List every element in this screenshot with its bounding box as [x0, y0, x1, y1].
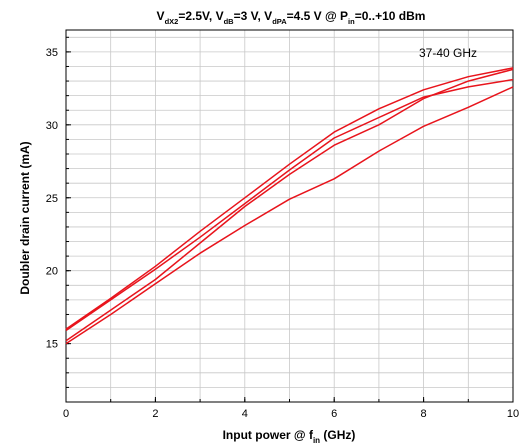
subscript-text: dPA [272, 17, 287, 26]
subscript-text: dX2 [165, 17, 179, 26]
label-text: =4.5 V @ P [287, 9, 348, 23]
label-text: V [157, 9, 165, 23]
chart-title: VdX2=2.5V, VdB=3 V, VdPA=4.5 V @ Pin=0..… [157, 9, 426, 26]
x-tick-label: 4 [242, 408, 248, 420]
x-tick-label: 2 [152, 408, 158, 420]
y-axis-label: Doubler drain current (mA) [18, 141, 32, 294]
tick-layer: 0 2 4 6 8 10 15 20 25 30 35 [46, 36, 519, 420]
x-tick-label: 6 [331, 408, 337, 420]
subscript-text: in [348, 17, 355, 26]
label-text: (GHz) [320, 428, 355, 442]
series-line-1 [65, 67, 514, 330]
subscript-text: dB [224, 17, 235, 26]
y-tick-label: 20 [46, 266, 58, 278]
y-tick-label: 25 [46, 193, 58, 205]
series-line-3 [65, 68, 514, 342]
label-text: =0..+10 dBm [355, 9, 426, 23]
series-line-2 [65, 78, 514, 332]
x-tick-label: 8 [421, 408, 427, 420]
series-layer [65, 67, 514, 345]
series-line-4 [65, 86, 514, 345]
label-text: Input power @ f [223, 428, 314, 442]
x-axis-label: Input power @ fin (GHz) [223, 428, 356, 445]
y-tick-label: 35 [46, 47, 58, 59]
y-tick-label: 30 [46, 120, 58, 132]
label-text: =3 V, V [234, 9, 273, 23]
y-tick-label: 15 [46, 339, 58, 351]
grid-layer [66, 30, 513, 403]
subscript-text: in [313, 436, 320, 445]
frequency-annotation: 37-40 GHz [419, 46, 477, 60]
label-text: =2.5V, V [178, 9, 223, 23]
x-tick-label: 10 [507, 408, 519, 420]
x-tick-label: 0 [63, 408, 69, 420]
